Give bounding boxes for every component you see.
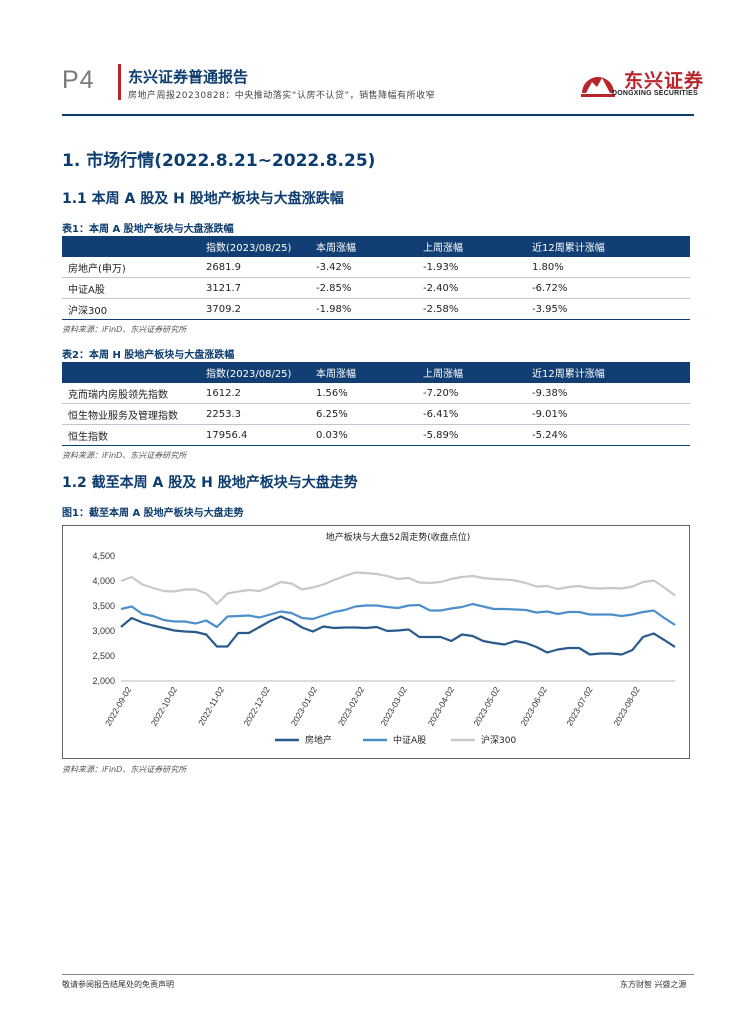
table-cell: 中证A股 [62,277,200,299]
y-tick-label: 4,000 [92,576,115,586]
table2-caption: 表2：本周 H 股地产板块与大盘涨跌幅 [62,350,235,361]
chart-title: 地产板块与大盘52周走势(收盘点位) [326,531,470,543]
x-tick-label: 2023-04-02 [426,685,457,728]
table-header-cell [62,362,200,383]
dongxing-logo [581,77,615,97]
table-cell: 0.03% [310,424,417,446]
page-number: P4 [62,66,95,94]
table-cell: -3.42% [310,257,417,278]
table-header-row: 指数(2023/08/25) 本周涨幅 上周涨幅 近12周累计涨幅 [62,236,690,257]
table-cell: -9.38% [526,383,690,404]
x-tick-label: 2022-12-02 [241,685,272,728]
footer-disclaimer: 敬请参阅报告结尾处的免责声明 [62,980,174,989]
x-tick-label: 2022-10-02 [149,685,180,728]
y-tick-label: 3,000 [92,626,115,636]
table-cell: -6.41% [417,403,526,425]
table-cell: 6.25% [310,403,417,425]
table-cell: -5.24% [526,424,690,446]
logo-name: 东兴证券 [624,70,705,92]
table-cell: 2253.3 [200,403,310,425]
table-cell: -5.89% [417,424,526,446]
x-tick-label: 2023-07-02 [564,685,595,728]
table-cell: 恒生指数 [62,424,200,446]
table-row: 克而瑞内房股领先指数 1612.2 1.56% -7.20% -9.38% [62,383,690,404]
subsection-title-1-1: 1.1 本周 A 股及 H 股地产板块与大盘涨跌幅 [62,191,344,207]
report-subtitle: 房地产周报20230828：中央推动落实“认房不认贷”，销售降幅有所收窄 [128,91,436,101]
table-cell: -2.40% [417,277,526,299]
report-brand-title: 东兴证券普通报告 [128,68,249,86]
table1-caption: 表1：本周 A 股地产板块与大盘涨跌幅 [62,224,234,235]
legend-label: 沪深300 [481,734,516,746]
table-row: 房地产(申万) 2681.9 -3.42% -1.93% 1.80% [62,257,690,278]
x-tick-label: 2023-06-02 [518,685,549,728]
x-tick-label: 2022-11-02 [196,685,226,727]
x-tick-label: 2023-08-02 [611,685,642,728]
table-header-cell: 指数(2023/08/25) [200,362,310,383]
chart-frame: 地产板块与大盘52周走势(收盘点位) 2,000 2,500 3,000 3,500 4,… [62,525,690,759]
table-cell: 3709.2 [200,298,310,320]
footer-slogan: 东方财智 兴盛之源 [620,980,687,989]
table-cell: 1612.2 [200,383,310,404]
figure1-caption: 图1：截至本周 A 股地产板块与大盘走势 [62,508,244,519]
legend-label: 房地产 [305,734,332,746]
footer-divider [62,974,694,975]
table-cell: 17956.4 [200,424,310,446]
table-cell: 房地产(申万) [62,257,200,278]
y-tick-label: 2,500 [92,651,115,661]
logo-english-name: DONGXING SECURITIES [612,90,698,97]
table-header-cell: 近12周累计涨幅 [526,362,690,383]
x-tick-label: 2023-02-02 [336,685,367,728]
y-tick-label: 3,500 [92,601,115,611]
table-row: 中证A股 3121.7 -2.85% -2.40% -6.72% [62,277,690,299]
y-tick-label: 4,500 [92,551,115,561]
series-line-房地产 [120,615,676,656]
h-share-table: 指数(2023/08/25) 本周涨幅 上周涨幅 近12周累计涨幅 克而瑞内房股… [62,362,690,446]
table-cell: -3.95% [526,298,690,320]
table-header-cell: 本周涨幅 [310,362,417,383]
x-tick-label: 2022-09-02 [103,685,134,728]
subsection-title-1-2: 1.2 截至本周 A 股及 H 股地产板块与大盘走势 [62,475,358,491]
table-header-cell [62,236,200,257]
table-row: 恒生物业服务及管理指数 2253.3 6.25% -6.41% -9.01% [62,403,690,425]
a-share-table: 指数(2023/08/25) 本周涨幅 上周涨幅 近12周累计涨幅 房地产(申万… [62,236,690,320]
table-header-cell: 近12周累计涨幅 [526,236,690,257]
table-header-cell: 上周涨幅 [417,236,526,257]
table-cell: 恒生物业服务及管理指数 [62,403,200,425]
table-cell: 克而瑞内房股领先指数 [62,383,200,404]
x-tick-label: 2023-01-02 [289,685,320,728]
table-header-cell: 指数(2023/08/25) [200,236,310,257]
table-header-cell: 本周涨幅 [310,236,417,257]
table-cell: -9.01% [526,403,690,425]
legend-label: 中证A股 [393,734,426,746]
table-cell: 3121.7 [200,277,310,299]
series-line-中证A股 [120,602,676,629]
table2-source: 资料来源：iFinD、东兴证券研究所 [62,451,187,460]
section-title: 1. 市场行情(2022.8.21~2022.8.25) [62,151,376,171]
table-cell: 1.80% [526,257,690,278]
line-chart: 地产板块与大盘52周走势(收盘点位) 2,000 2,500 3,000 3,500 4,… [92,531,676,746]
header-divider [62,114,694,116]
table-row: 恒生指数 17956.4 0.03% -5.89% -5.24% [62,424,690,446]
table-row: 沪深300 3709.2 -1.98% -2.58% -3.95% [62,298,690,320]
table-cell: -1.98% [310,298,417,320]
table-cell: -2.58% [417,298,526,320]
series-line-沪深300 [120,571,676,606]
table-cell: -7.20% [417,383,526,404]
table-cell: -2.85% [310,277,417,299]
table-cell: -6.72% [526,277,690,299]
figure1-source: 资料来源：iFinD、东兴证券研究所 [62,765,187,774]
x-tick-label: 2023-05-02 [471,685,502,728]
header-accent-bar [118,64,121,100]
table-cell: 2681.9 [200,257,310,278]
table-header-cell: 上周涨幅 [417,362,526,383]
table-cell: 1.56% [310,383,417,404]
table1-source: 资料来源：iFinD、东兴证券研究所 [62,325,187,334]
logo-mark-icon [581,77,615,97]
y-tick-label: 2,000 [92,676,115,686]
table-header-row: 指数(2023/08/25) 本周涨幅 上周涨幅 近12周累计涨幅 [62,362,690,383]
x-tick-label: 2023-03-02 [378,685,409,728]
table-cell: 沪深300 [62,298,200,320]
table-cell: -1.93% [417,257,526,278]
